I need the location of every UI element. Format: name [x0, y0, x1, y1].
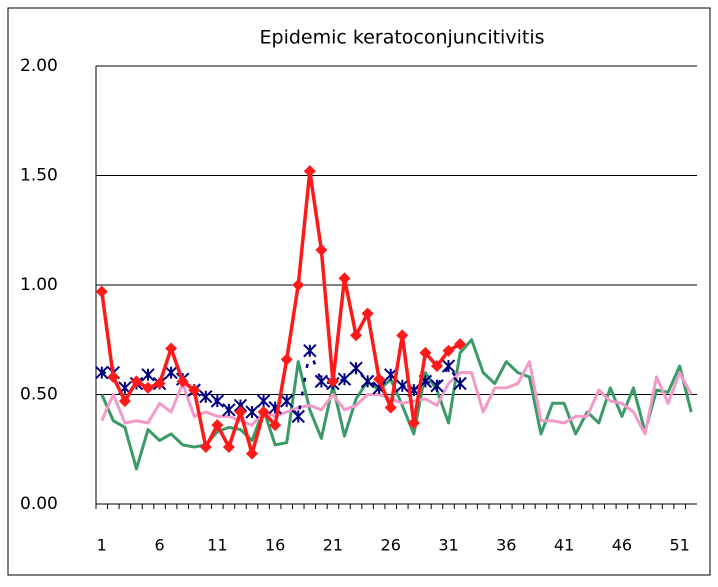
- diamond-marker: [280, 353, 293, 366]
- x-tick-label: 41: [554, 536, 574, 555]
- x-tick-label: 21: [323, 536, 343, 555]
- diamond-marker: [95, 285, 108, 298]
- y-tick-label: 1.00: [20, 275, 58, 295]
- x-tick-label: 26: [381, 536, 401, 555]
- diamond-marker: [211, 419, 224, 432]
- asterisk-marker: [141, 368, 155, 382]
- y-tick-label: 0.50: [20, 385, 58, 405]
- y-tick-label: 1.50: [20, 166, 58, 186]
- asterisk-marker: [291, 409, 305, 424]
- diamond-marker: [142, 381, 155, 394]
- diamond-marker: [303, 165, 316, 178]
- diamond-marker: [246, 447, 259, 460]
- asterisk-marker: [337, 372, 352, 386]
- diamond-marker: [373, 373, 386, 386]
- diamond-marker: [153, 377, 166, 390]
- x-tick-label: 36: [496, 536, 516, 555]
- asterisk-marker: [395, 379, 409, 393]
- diamond-marker: [326, 375, 339, 388]
- x-tick-label: 6: [154, 536, 164, 555]
- asterisk-marker: [453, 376, 467, 391]
- asterisk-marker: [95, 365, 109, 380]
- chart-border: [7, 7, 711, 576]
- diamond-marker: [130, 375, 143, 388]
- asterisk-marker: [314, 374, 329, 389]
- diamond-marker: [165, 342, 178, 355]
- diamond-marker: [419, 346, 432, 359]
- diamond-marker: [118, 395, 131, 408]
- diamond-marker: [222, 441, 235, 454]
- asterisk-marker: [164, 365, 178, 380]
- x-tick-label: 31: [438, 536, 458, 555]
- y-tick-label: 0.00: [20, 494, 58, 514]
- diamond-marker: [292, 279, 305, 291]
- series-line: [100, 338, 693, 471]
- diamond-marker: [199, 441, 212, 454]
- asterisk-marker: [303, 343, 317, 358]
- y-tick-label: 2.00: [20, 56, 58, 76]
- diamond-marker: [107, 370, 120, 383]
- diamond-marker: [361, 307, 374, 320]
- x-tick-label: 46: [612, 536, 632, 555]
- asterisk-marker: [199, 389, 213, 404]
- diamond-marker: [430, 360, 443, 373]
- series-line: [100, 169, 461, 456]
- diamond-marker: [454, 338, 467, 351]
- diamond-marker: [188, 384, 201, 397]
- diamond-marker: [407, 416, 420, 429]
- diamond-marker: [176, 375, 189, 388]
- asterisk-marker: [256, 394, 271, 408]
- diamond-marker: [396, 329, 409, 342]
- asterisk-marker: [441, 359, 456, 373]
- asterisk-marker: [349, 361, 363, 375]
- x-tick-label: 16: [265, 536, 285, 555]
- asterisk-marker: [279, 394, 294, 408]
- chart-title: Epidemic keratoconjuncitivitis: [260, 27, 545, 49]
- diamond-marker: [384, 401, 397, 414]
- diamond-marker: [234, 406, 247, 419]
- x-tick-label: 1: [97, 536, 107, 555]
- asterisk-marker: [430, 379, 444, 393]
- x-tick-label: 51: [669, 536, 689, 555]
- diamond-marker: [442, 344, 455, 357]
- asterisk-marker: [245, 405, 259, 419]
- asterisk-marker: [360, 374, 375, 389]
- diamond-marker: [269, 419, 282, 432]
- diamond-marker: [350, 329, 363, 342]
- diamond-marker: [315, 243, 328, 256]
- x-tick-label: 11: [207, 536, 227, 555]
- asterisk-marker: [222, 403, 236, 417]
- diamond-marker: [257, 406, 270, 419]
- asterisk-marker: [210, 394, 225, 408]
- diamond-marker: [338, 272, 351, 285]
